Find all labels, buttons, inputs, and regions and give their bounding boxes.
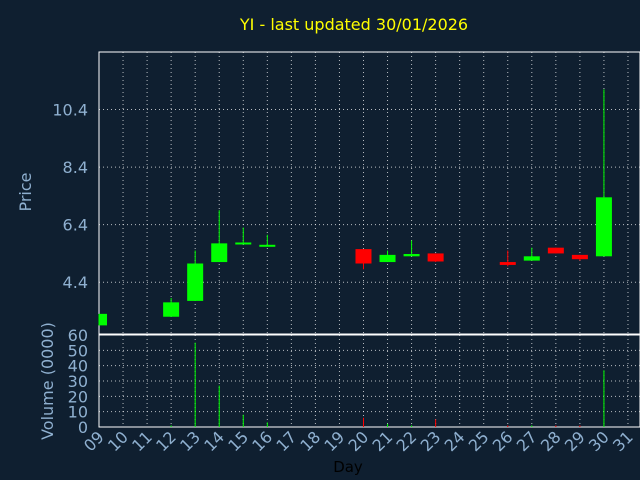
candle-body — [163, 302, 180, 317]
candle-body — [571, 254, 588, 260]
volume-bars — [170, 342, 605, 427]
price-tick-label: 10.4 — [52, 101, 88, 120]
volume-tick-label: 20 — [68, 387, 88, 406]
candle-body — [99, 313, 107, 326]
candles — [98, 89, 612, 326]
volume-panel-frame — [98, 334, 640, 428]
volume-tick-label: 10 — [68, 403, 88, 422]
candle-body — [595, 197, 612, 257]
price-tick-labels: 4.4 6.4 8.4 10.4 — [52, 101, 88, 293]
candle-body — [499, 262, 516, 265]
volume-tick-label: 40 — [68, 357, 88, 376]
volume-tick-label: 30 — [68, 372, 88, 391]
candle-body — [427, 253, 444, 262]
volume-gridlines — [99, 335, 640, 427]
volume-tick-label: 60 — [68, 326, 88, 345]
chart-title: YI - last updated 30/01/2026 — [239, 15, 468, 34]
volume-tick-label: 0 — [78, 418, 88, 437]
candle-body — [379, 254, 396, 263]
price-axis-label: Price — [16, 172, 35, 211]
candle-body — [403, 254, 420, 257]
x-tick-label: 31 — [609, 427, 637, 455]
candle-body — [259, 244, 276, 247]
price-tick-label: 4.4 — [63, 273, 88, 292]
candle-body — [547, 247, 564, 254]
price-tick-label: 6.4 — [63, 216, 88, 235]
price-panel-frame — [98, 51, 640, 335]
price-tick-label: 8.4 — [63, 158, 88, 177]
candle-body — [523, 256, 540, 261]
price-gridlines — [99, 52, 640, 334]
candle-body — [235, 242, 252, 245]
volume-axis-label: Volume (0000) — [38, 322, 57, 440]
candle-body — [355, 249, 372, 264]
volume-tick-label: 50 — [68, 341, 88, 360]
x-tick-labels: 0910111213141516171819202122232425262728… — [80, 427, 637, 455]
candle-body — [211, 243, 228, 263]
x-axis-label: Day — [333, 458, 363, 476]
candle-body — [187, 263, 204, 301]
